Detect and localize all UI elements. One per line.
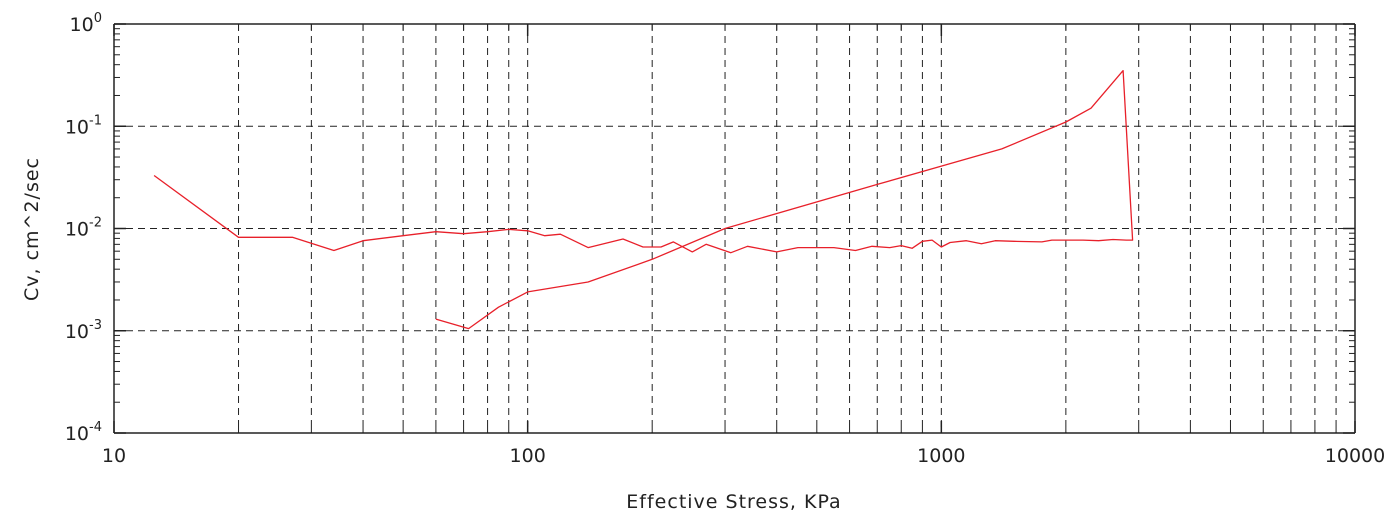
y-axis-label: Cv, cm^2/sec [21,157,43,301]
y-tick-base: 10 [65,423,89,445]
x-tick-label: 10 [102,445,126,467]
y-tick-exponent: -2 [89,216,102,231]
y-tick-base: 10 [65,116,89,138]
x-axis-label: Effective Stress, KPa [626,491,841,513]
y-tick-base: 10 [65,219,89,241]
x-tick-label: 100 [510,445,546,467]
y-tick-label: 10-3 [65,318,102,343]
y-tick-label: 10-2 [65,216,102,241]
y-tick-exponent: -1 [89,113,102,128]
y-tick-label: 10-1 [65,113,102,138]
x-axis-ticks: 10 100 1000 10000 [102,24,1385,467]
y-tick-base: 10 [70,14,94,36]
series-line-0 [153,69,1134,330]
y-tick-exponent: 0 [94,11,102,26]
y-tick-base: 10 [65,321,89,343]
grid [114,24,1355,433]
y-tick-label: 10-4 [65,420,102,445]
x-tick-label: 10000 [1325,445,1385,467]
y-tick-exponent: -3 [89,318,102,333]
series-layer [153,69,1134,330]
y-tick-exponent: -4 [89,420,102,435]
x-tick-label: 1000 [917,445,965,467]
y-tick-label: 100 [70,11,102,36]
